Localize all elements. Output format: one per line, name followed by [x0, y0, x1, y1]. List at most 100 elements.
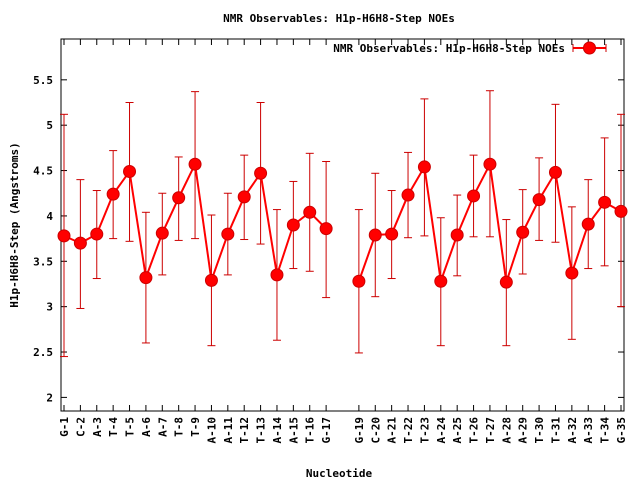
y-tick-label: 4 — [46, 210, 53, 223]
series-segment — [505, 231, 524, 283]
x-tick-label: T-8 — [173, 417, 186, 437]
data-point — [598, 195, 612, 209]
data-point — [499, 275, 513, 289]
data-point — [532, 193, 546, 207]
data-point — [270, 268, 284, 282]
data-point — [319, 222, 333, 236]
x-axis-label: Nucleotide — [306, 467, 373, 480]
series-segment — [357, 234, 377, 282]
y-tick-label: 2.5 — [33, 346, 53, 359]
data-point — [450, 228, 464, 242]
data-point — [483, 157, 497, 171]
x-tick-label: G-17 — [320, 417, 333, 444]
x-tick-label: T-27 — [484, 417, 497, 444]
x-tick-label: T-23 — [418, 417, 431, 444]
x-tick-label: A-29 — [517, 417, 530, 444]
data-point — [516, 225, 530, 239]
data-point — [139, 271, 153, 285]
data-point — [204, 273, 218, 287]
legend-label: NMR Observables: H1p-H6H8-Step NOEs — [333, 42, 565, 55]
data-point — [188, 157, 202, 171]
series-segment — [210, 233, 229, 281]
x-tick-label: A-11 — [222, 417, 235, 444]
x-tick-label: A-21 — [386, 417, 399, 444]
data-point — [172, 191, 186, 205]
x-tick-label: G-19 — [353, 417, 366, 444]
x-tick-label: T-5 — [124, 417, 137, 437]
x-tick-label: T-22 — [402, 417, 415, 444]
x-tick-label: T-34 — [599, 417, 612, 444]
data-point — [581, 217, 595, 231]
data-point — [303, 205, 317, 219]
x-tick-label: A-28 — [500, 417, 513, 444]
data-point — [237, 190, 251, 204]
y-axis-label: H1p-H6H8-Step (Angstroms) — [8, 142, 21, 308]
legend: NMR Observables: H1p-H6H8-Step NOEs — [333, 41, 607, 55]
x-tick-label: A-3 — [91, 417, 104, 437]
x-tick-label: T-30 — [533, 417, 546, 444]
y-tick-label: 4.5 — [33, 165, 53, 178]
x-tick-label: A-15 — [287, 417, 300, 444]
x-tick-label: T-9 — [189, 417, 202, 437]
x-tick-label: T-12 — [238, 417, 251, 444]
x-tick-label: T-31 — [549, 417, 562, 444]
x-tick-label: A-32 — [566, 417, 579, 444]
x-tick-label: A-14 — [271, 417, 284, 444]
y-tick-label: 5.5 — [33, 74, 53, 87]
data-point — [401, 188, 415, 202]
data-point — [123, 164, 137, 178]
data-point — [286, 218, 300, 232]
series-segment — [194, 164, 213, 281]
chart-title: NMR Observables: H1p-H6H8-Step NOEs — [223, 12, 455, 25]
x-tick-label: A-33 — [582, 417, 595, 444]
data-point — [155, 226, 169, 240]
x-tick-label: T-16 — [304, 417, 317, 444]
data-point — [467, 189, 481, 203]
legend-marker — [583, 41, 596, 55]
series-segment — [390, 194, 409, 235]
y-tick-label: 3.5 — [33, 255, 53, 268]
x-tick-label: T-13 — [255, 417, 268, 444]
x-tick-label: A-7 — [156, 417, 169, 437]
series-segment — [276, 224, 295, 276]
data-point — [385, 227, 399, 241]
data-point — [57, 229, 71, 243]
data-point — [221, 227, 235, 241]
series-segment — [259, 173, 278, 276]
data-point — [73, 236, 87, 250]
series-segment — [554, 172, 573, 274]
series-segment — [439, 234, 459, 282]
y-tick-label: 5 — [46, 119, 53, 132]
x-tick-label: A-10 — [205, 417, 218, 444]
series-segment — [423, 166, 442, 282]
x-tick-label: G-35 — [615, 417, 628, 444]
plot-frame — [60, 38, 625, 412]
data-point — [548, 165, 562, 179]
series-segment — [456, 195, 475, 236]
series-segment — [226, 196, 246, 235]
x-axis-ticks: G-1 C-2 A-3 T-4 T-5 A-6 A-7 T-8 T-9 A-10 A-11 T-12 T… — [58, 39, 628, 444]
data-point — [565, 266, 579, 280]
series-segment — [128, 171, 147, 278]
data-point — [254, 166, 268, 180]
x-tick-label: T-4 — [107, 417, 120, 437]
x-tick-label: A-24 — [435, 417, 448, 444]
data-point — [368, 228, 382, 242]
y-tick-label: 2 — [46, 391, 53, 404]
x-tick-label: T-26 — [468, 417, 481, 444]
y-tick-label: 3 — [46, 301, 53, 314]
series-segment — [570, 223, 590, 274]
y-axis-ticks: 2 2.5 3 3.5 4 4.5 5 5.5 — [33, 74, 624, 404]
data-point — [106, 187, 120, 201]
data-points — [57, 157, 628, 289]
error-bars — [60, 90, 625, 358]
series-segment — [95, 193, 115, 235]
data-point — [352, 274, 366, 288]
x-tick-label: C-20 — [369, 417, 382, 444]
x-tick-label: G-1 — [58, 417, 71, 437]
data-point — [417, 160, 431, 174]
x-tick-label: C-2 — [74, 417, 87, 437]
data-point — [614, 204, 628, 218]
data-point — [90, 227, 104, 241]
